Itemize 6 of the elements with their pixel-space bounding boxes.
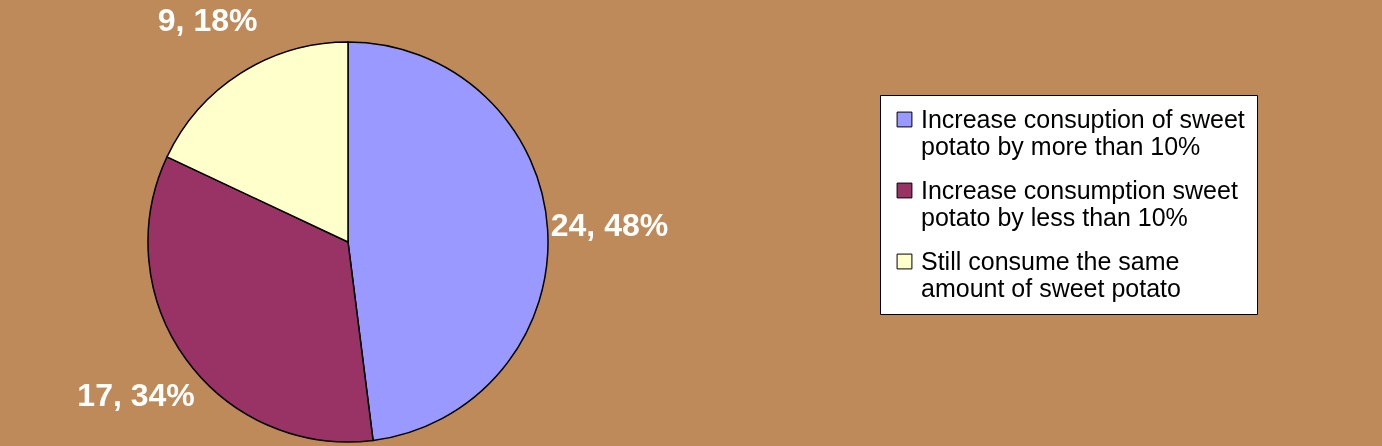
data-label: 24, 48%: [550, 206, 669, 243]
legend-label: Still consume the same amount of sweet potato: [921, 246, 1181, 302]
legend-label: Increase consumption sweet potato by less than 10%: [921, 175, 1238, 231]
data-label: 17, 34%: [77, 377, 195, 413]
data-label: 9, 18%: [157, 1, 258, 38]
legend-label: Increase consuption of sweet potato by more than 10%: [921, 104, 1245, 160]
